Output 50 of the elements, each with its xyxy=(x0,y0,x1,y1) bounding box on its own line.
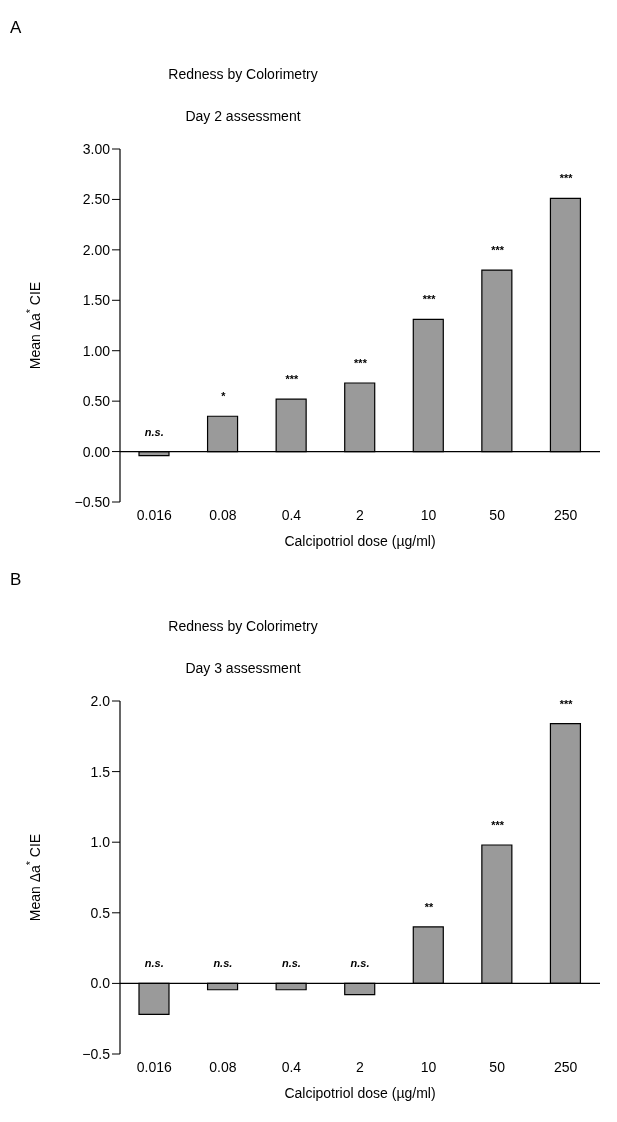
y-tick-label: 2.0 xyxy=(90,692,111,709)
x-tick-label: 0.016 xyxy=(136,1058,173,1075)
y-tick-label: 3.00 xyxy=(82,140,111,157)
x-tick-label: 250 xyxy=(554,1058,578,1075)
annotation: ** xyxy=(424,900,434,913)
x-tick-label: 0.4 xyxy=(281,506,302,523)
x-tick-label: 50 xyxy=(489,506,506,523)
chart-subtitle: Day 2 assessment xyxy=(184,108,302,124)
annotation: * xyxy=(220,390,226,403)
y-tick-label: 1.50 xyxy=(82,292,111,309)
x-tick-label: 250 xyxy=(554,506,578,523)
y-tick-label: 0.50 xyxy=(82,393,111,410)
y-tick-label: 1.00 xyxy=(82,342,111,359)
x-tick-label: 50 xyxy=(489,1058,506,1075)
annotation: n.s. xyxy=(144,957,164,970)
y-tick-label: 2.00 xyxy=(82,241,111,258)
y-tick-label: −0.50 xyxy=(74,493,111,510)
annotation: n.s. xyxy=(144,425,164,438)
y-tick-label: 0.5 xyxy=(90,904,111,921)
chart-subtitle: Day 3 assessment xyxy=(184,660,302,676)
x-tick-label: 2 xyxy=(356,506,365,523)
x-tick-label: 2 xyxy=(356,1058,365,1075)
x-tick-label: 0.08 xyxy=(209,506,237,523)
annotation: n.s. xyxy=(281,957,301,970)
annotation: *** xyxy=(490,244,505,257)
y-tick-label: 1.5 xyxy=(90,763,111,780)
annotation: n.s. xyxy=(213,957,233,970)
x-axis-title: Calcipotriol dose (µg/ml) xyxy=(284,1085,436,1101)
x-tick-label: 0.4 xyxy=(281,1058,302,1075)
x-tick-label: 0.016 xyxy=(136,506,173,523)
annotation: *** xyxy=(490,819,505,832)
y-tick-label: −0.5 xyxy=(82,1045,111,1062)
x-tick-label: 0.08 xyxy=(209,1058,237,1075)
y-tick-label: 1.0 xyxy=(90,834,111,851)
chart-title: Redness by Colorimetry xyxy=(167,66,319,82)
x-axis-title: Calcipotriol dose (µg/ml) xyxy=(284,533,436,549)
y-tick-label: 0.0 xyxy=(90,975,111,992)
text: A xyxy=(10,18,22,38)
annotation: *** xyxy=(422,293,436,306)
y-tick-label: 2.50 xyxy=(82,191,111,208)
x-tick-label: 10 xyxy=(420,506,437,523)
y-tick-label: 0.00 xyxy=(82,443,111,460)
text: B xyxy=(10,570,22,590)
chart-title: Redness by Colorimetry xyxy=(167,618,319,634)
annotation: *** xyxy=(559,172,573,185)
annotation: *** xyxy=(559,697,573,710)
annotation: *** xyxy=(285,373,299,386)
annotation: *** xyxy=(353,356,368,369)
annotation: n.s. xyxy=(350,957,370,970)
x-tick-label: 10 xyxy=(420,1058,437,1075)
